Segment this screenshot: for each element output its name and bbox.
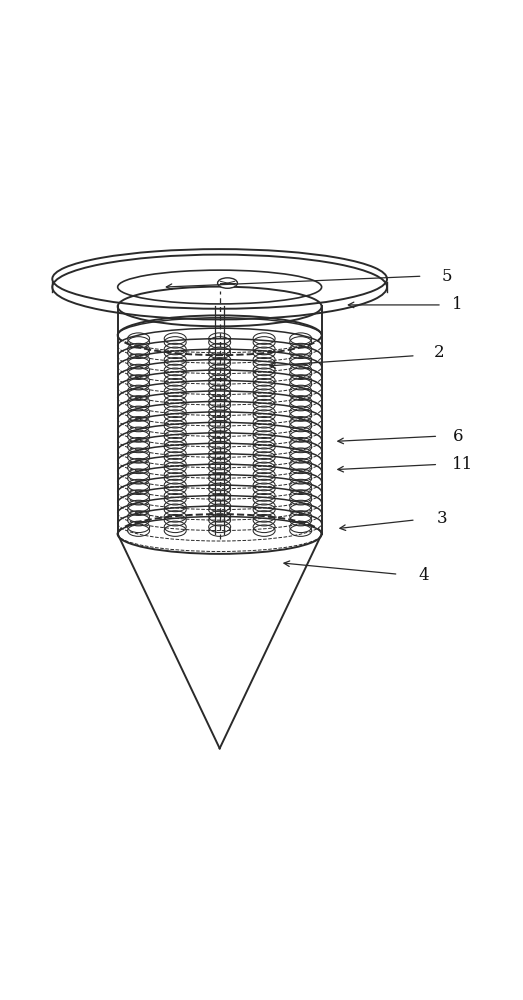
Text: 3: 3 (437, 510, 447, 527)
Text: 11: 11 (452, 456, 474, 473)
Ellipse shape (218, 278, 237, 288)
Text: 5: 5 (442, 268, 452, 285)
Text: 4: 4 (418, 567, 429, 584)
Text: 2: 2 (434, 344, 445, 361)
Text: 6: 6 (452, 428, 463, 445)
Text: 1: 1 (452, 296, 463, 313)
